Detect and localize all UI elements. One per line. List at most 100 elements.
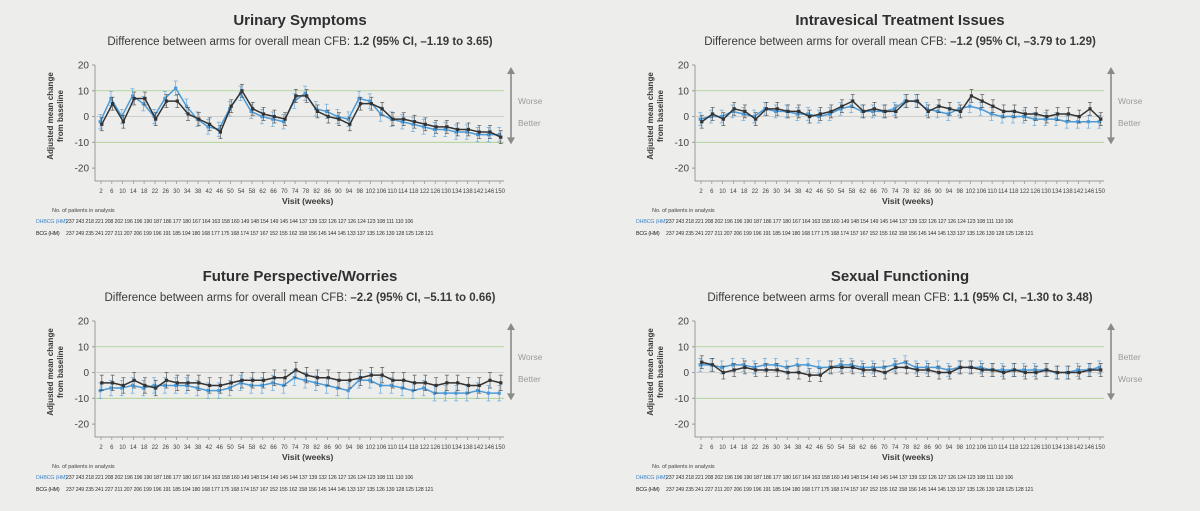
data-point bbox=[380, 107, 384, 111]
x-tick-label: 110 bbox=[987, 189, 997, 195]
y-axis-label-line1: Adjusted mean change bbox=[46, 328, 55, 416]
x-tick-label: 102 bbox=[366, 445, 377, 451]
data-point bbox=[698, 117, 702, 121]
y-tick-label: 20 bbox=[678, 317, 690, 328]
y-axis-label-line2: from baseline bbox=[656, 346, 665, 399]
x-tick-label: 142 bbox=[1073, 189, 1084, 195]
data-point bbox=[991, 104, 995, 108]
data-point bbox=[883, 109, 887, 113]
data-point bbox=[1077, 370, 1081, 375]
data-point bbox=[881, 365, 886, 369]
x-tick-label: 58 bbox=[249, 189, 256, 195]
x-tick-label: 142 bbox=[473, 445, 484, 451]
x-tick-label: 66 bbox=[870, 445, 877, 451]
data-point bbox=[1056, 370, 1060, 375]
panel-title: Future Perspective/Worries bbox=[202, 268, 398, 285]
x-tick-label: 94 bbox=[946, 189, 953, 195]
direction-arrow-down-head bbox=[1107, 137, 1115, 145]
data-point bbox=[959, 109, 963, 113]
data-point bbox=[174, 383, 178, 388]
data-point bbox=[143, 383, 147, 388]
y-tick-label: 20 bbox=[78, 61, 90, 72]
x-tick-label: 30 bbox=[173, 445, 180, 451]
x-tick-label: 86 bbox=[324, 445, 331, 451]
data-point bbox=[892, 363, 896, 367]
x-tick-label: 78 bbox=[903, 445, 910, 451]
x-tick-label: 130 bbox=[441, 189, 452, 195]
x-tick-label: 10 bbox=[719, 445, 726, 451]
data-point bbox=[476, 133, 480, 137]
data-point bbox=[402, 117, 406, 121]
data-point bbox=[700, 120, 704, 124]
x-tick-label: 110 bbox=[987, 445, 997, 451]
x-tick-label: 114 bbox=[398, 189, 408, 195]
data-point bbox=[840, 104, 844, 108]
x-tick-label: 18 bbox=[141, 445, 148, 451]
series-dhbcg bbox=[698, 94, 1102, 129]
data-point bbox=[229, 381, 233, 385]
data-point bbox=[206, 125, 210, 129]
panel-subtitle: Difference between arms for overall mean… bbox=[0, 36, 600, 48]
x-tick-label: 18 bbox=[741, 445, 748, 451]
data-point bbox=[1088, 368, 1092, 372]
x-tick-label: 14 bbox=[130, 189, 137, 195]
y-tick-label: -20 bbox=[75, 164, 90, 175]
x-tick-label: 46 bbox=[216, 189, 223, 195]
data-point bbox=[978, 107, 983, 111]
data-point bbox=[466, 127, 471, 132]
x-tick-label: 86 bbox=[924, 445, 931, 451]
data-point bbox=[774, 363, 778, 367]
x-tick-label: 138 bbox=[463, 189, 474, 195]
data-point bbox=[925, 365, 929, 369]
y-tick-label: -10 bbox=[75, 138, 90, 149]
data-point bbox=[98, 120, 102, 124]
data-point bbox=[380, 373, 384, 377]
data-point bbox=[818, 112, 823, 116]
x-tick-label: 38 bbox=[195, 189, 202, 195]
data-point bbox=[240, 378, 244, 382]
data-point bbox=[872, 368, 876, 372]
x-tick-label: 74 bbox=[292, 445, 299, 451]
data-point bbox=[840, 365, 844, 369]
x-tick-label: 98 bbox=[356, 189, 363, 195]
data-point bbox=[698, 363, 702, 367]
y-tick-label: -10 bbox=[75, 394, 90, 405]
patients-row-dhbcg: DHBCG (HM)237 243 218 221 208 202 196 19… bbox=[36, 219, 413, 225]
x-tick-label: 142 bbox=[1073, 445, 1084, 451]
data-point bbox=[120, 386, 124, 390]
data-point bbox=[368, 378, 372, 382]
data-point bbox=[412, 120, 417, 124]
x-axis-title: Visit (weeks) bbox=[282, 452, 334, 462]
x-tick-label: 42 bbox=[205, 445, 212, 451]
y-axis-label-line1: Adjusted mean change bbox=[646, 328, 655, 416]
data-point bbox=[152, 383, 156, 388]
data-point bbox=[240, 89, 244, 93]
row-values: 237 249 235 241 227 211 207 206 199 196 … bbox=[666, 487, 1034, 493]
y-tick-label: 0 bbox=[83, 368, 89, 379]
data-point bbox=[466, 383, 471, 388]
x-tick-label: 110 bbox=[387, 445, 397, 451]
panel-subtitle: Difference between arms for overall mean… bbox=[600, 292, 1200, 304]
x-tick-label: 82 bbox=[313, 445, 320, 451]
subtitle-value: 1.1 (95% CI, –1.30 to 3.48) bbox=[953, 292, 1093, 304]
x-tick-label: 70 bbox=[281, 189, 288, 195]
data-point bbox=[915, 368, 920, 372]
panel-future-perspective-worries: 20 10 0 -10 -20 2 6 10 14 18 22 26 30 34 38 42 46 50 54 58 6… bbox=[0, 256, 600, 511]
data-point bbox=[1099, 117, 1103, 121]
data-point bbox=[1099, 368, 1103, 372]
data-point bbox=[229, 104, 233, 108]
x-tick-label: 94 bbox=[946, 445, 953, 451]
x-tick-label: 46 bbox=[816, 189, 823, 195]
data-point bbox=[120, 114, 124, 119]
data-point bbox=[732, 107, 736, 111]
data-point bbox=[754, 117, 758, 121]
data-point bbox=[903, 360, 907, 364]
data-point bbox=[1022, 368, 1026, 372]
data-point bbox=[1097, 365, 1101, 369]
data-point bbox=[797, 109, 801, 113]
data-point bbox=[937, 104, 941, 108]
y-tick-label: 0 bbox=[683, 112, 689, 123]
data-point bbox=[422, 386, 426, 390]
data-point bbox=[249, 383, 253, 388]
